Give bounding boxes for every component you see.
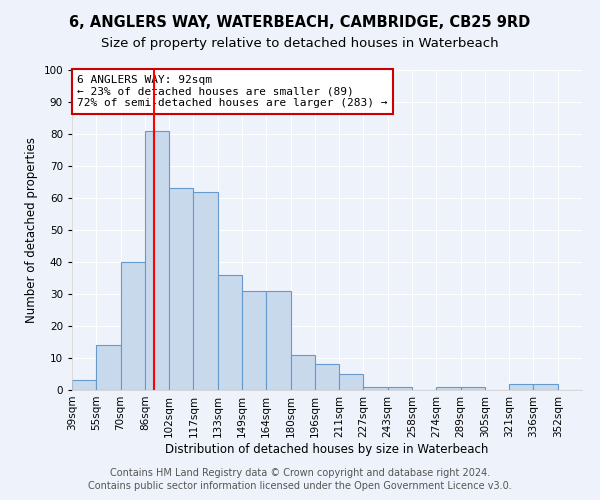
- Bar: [266, 291, 290, 390]
- X-axis label: Distribution of detached houses by size in Waterbeach: Distribution of detached houses by size …: [166, 442, 488, 456]
- Text: Contains HM Land Registry data © Crown copyright and database right 2024.: Contains HM Land Registry data © Crown c…: [110, 468, 490, 477]
- Bar: [121, 262, 145, 390]
- Text: Size of property relative to detached houses in Waterbeach: Size of property relative to detached ho…: [101, 38, 499, 51]
- Bar: [72, 380, 96, 390]
- Bar: [315, 364, 339, 390]
- Bar: [169, 188, 193, 390]
- Y-axis label: Number of detached properties: Number of detached properties: [25, 137, 38, 323]
- Bar: [436, 387, 461, 390]
- Bar: [509, 384, 533, 390]
- Bar: [339, 374, 364, 390]
- Text: 6, ANGLERS WAY, WATERBEACH, CAMBRIDGE, CB25 9RD: 6, ANGLERS WAY, WATERBEACH, CAMBRIDGE, C…: [70, 15, 530, 30]
- Bar: [145, 131, 169, 390]
- Bar: [388, 387, 412, 390]
- Bar: [218, 275, 242, 390]
- Text: 6 ANGLERS WAY: 92sqm
← 23% of detached houses are smaller (89)
72% of semi-detac: 6 ANGLERS WAY: 92sqm ← 23% of detached h…: [77, 75, 388, 108]
- Bar: [364, 387, 388, 390]
- Bar: [193, 192, 218, 390]
- Bar: [461, 387, 485, 390]
- Bar: [533, 384, 558, 390]
- Bar: [290, 355, 315, 390]
- Bar: [96, 345, 121, 390]
- Bar: [242, 291, 266, 390]
- Text: Contains public sector information licensed under the Open Government Licence v3: Contains public sector information licen…: [88, 481, 512, 491]
